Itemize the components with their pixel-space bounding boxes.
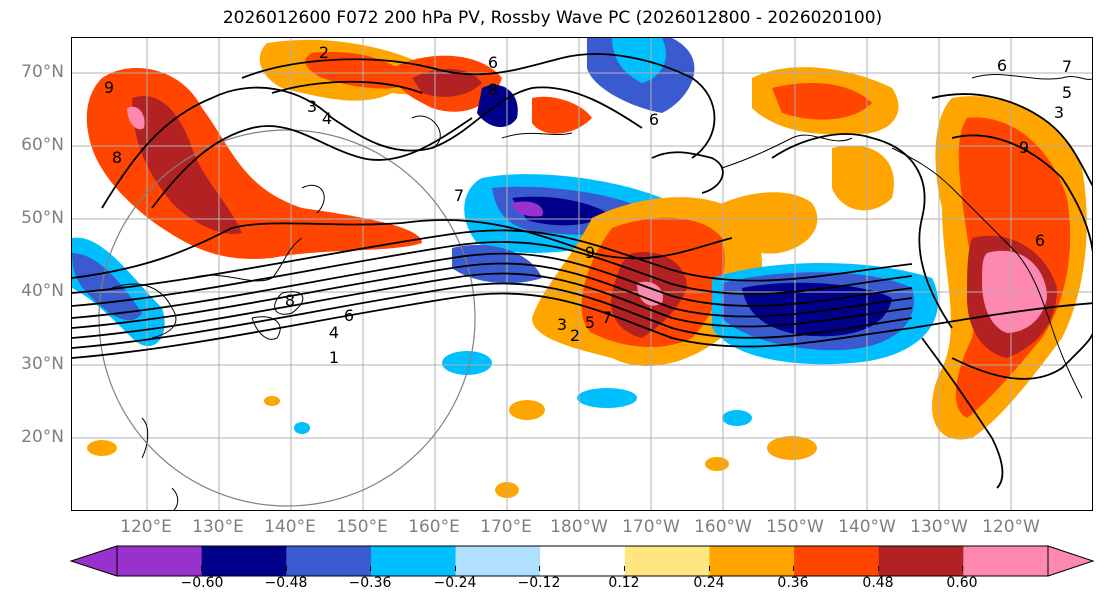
lat-label: 30°N xyxy=(21,354,64,374)
contour-label: 6 xyxy=(997,56,1007,75)
colorbar-segment xyxy=(878,546,964,576)
lat-label: 60°N xyxy=(21,135,64,155)
contour-label: 4 xyxy=(329,323,339,342)
colorbar-tick-label: −0.12 xyxy=(517,575,561,591)
lon-label: 150°E xyxy=(336,517,388,537)
colorbar-segment xyxy=(286,546,372,576)
colorbar-extend-min xyxy=(69,545,118,577)
colorbar-segment xyxy=(624,546,710,576)
contour-label: 8 xyxy=(488,80,498,99)
contour-label: 7 xyxy=(602,308,612,327)
contour-label: 2 xyxy=(570,326,580,345)
map-panel: 9 2 6 8 6 3 4 8 7 9 8 6 4 1 3 2 5 7 6 7 … xyxy=(71,37,1093,511)
colorbar xyxy=(69,545,1095,577)
contour-label: 1 xyxy=(329,348,339,367)
contour-label: 9 xyxy=(104,78,114,97)
colorbar-tick-label: −0.60 xyxy=(180,575,224,591)
contour-label: 6 xyxy=(488,53,498,72)
contour-label: 9 xyxy=(585,243,595,262)
height-contours xyxy=(72,53,1092,489)
colorbar-segment xyxy=(370,546,457,576)
contour-label: 9 xyxy=(1019,138,1029,157)
contour-label: 2 xyxy=(319,43,329,62)
colorbar-segment xyxy=(540,546,626,576)
colorbar-segment xyxy=(201,546,287,576)
lon-label: 160°W xyxy=(694,517,752,537)
lon-label: 140°W xyxy=(838,517,896,537)
contour-label: 7 xyxy=(1062,57,1072,76)
colorbar-segments xyxy=(69,545,1095,577)
contour-label: 8 xyxy=(285,291,295,310)
map-canvas: 9 2 6 8 6 3 4 8 7 9 8 6 4 1 3 2 5 7 6 7 … xyxy=(72,38,1092,510)
lon-label: 130°W xyxy=(910,517,968,537)
contour-label: 3 xyxy=(307,97,317,116)
colorbar-tick-label: −0.48 xyxy=(264,575,308,591)
colorbar-segment xyxy=(794,546,880,576)
colorbar-segment xyxy=(963,546,1049,576)
colorbar-tick-label: 0.60 xyxy=(946,575,978,591)
lon-label: 180°W xyxy=(550,517,608,537)
lon-label: 120°W xyxy=(982,517,1040,537)
colorbar-segment xyxy=(117,546,203,576)
contour-label: 3 xyxy=(1054,103,1064,122)
colorbar-outline xyxy=(116,545,1049,577)
colorbar-tick-label: 0.48 xyxy=(862,575,894,591)
contour-label: 8 xyxy=(112,148,122,167)
contour-label: 6 xyxy=(1035,231,1045,250)
colorbar-tick-label: −0.36 xyxy=(348,575,392,591)
lat-label: 40°N xyxy=(21,281,64,301)
colorbar-extend-max xyxy=(1047,545,1095,577)
colorbar-tick-label: 0.36 xyxy=(777,575,809,591)
lon-label: 140°E xyxy=(264,517,316,537)
lat-label: 20°N xyxy=(21,427,64,447)
graticule xyxy=(72,38,1092,510)
contour-label: 7 xyxy=(454,186,464,205)
contour-label: 5 xyxy=(585,313,595,332)
lon-label: 160°E xyxy=(408,517,460,537)
colorbar-segment xyxy=(709,546,795,576)
lon-label: 150°W xyxy=(766,517,824,537)
colorbar-tick-label: 0.24 xyxy=(693,575,725,591)
contour-label: 6 xyxy=(649,110,659,129)
colorbar-segment xyxy=(455,546,541,576)
contour-label: 5 xyxy=(1062,83,1072,102)
contour-labels: 9 2 6 8 6 3 4 8 7 9 8 6 4 1 3 2 5 7 6 7 … xyxy=(104,43,1072,367)
lat-label: 50°N xyxy=(21,208,64,228)
colorbar-tick-label: 0.12 xyxy=(608,575,640,591)
contour-label: 6 xyxy=(344,306,354,325)
map-title: 2026012600 F072 200 hPa PV, Rossby Wave … xyxy=(222,8,883,28)
contour-label: 3 xyxy=(557,315,567,334)
contour-label: 4 xyxy=(322,109,332,128)
lat-label: 70°N xyxy=(21,62,64,82)
region-circle xyxy=(98,129,476,507)
lon-label: 120°E xyxy=(120,517,172,537)
lon-label: 130°E xyxy=(192,517,244,537)
lon-label: 170°E xyxy=(480,517,532,537)
colorbar-tick-label: −0.24 xyxy=(433,575,477,591)
lon-label: 170°W xyxy=(622,517,680,537)
